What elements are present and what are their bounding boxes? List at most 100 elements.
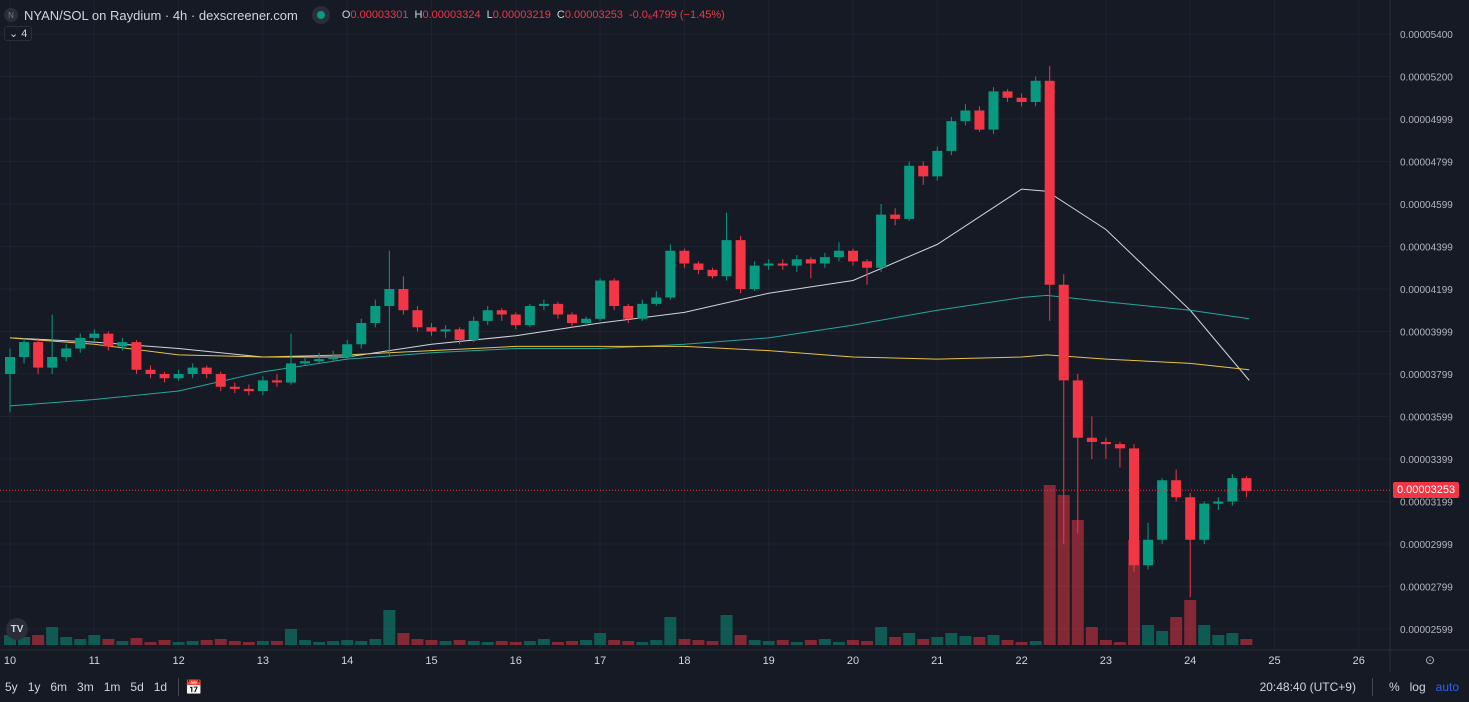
volume-bar xyxy=(411,639,424,645)
candle-body xyxy=(103,333,114,347)
volume-bar xyxy=(1226,633,1239,645)
volume-bar xyxy=(102,639,115,645)
candle-body xyxy=(819,257,830,264)
y-tick-label: 0.00004799 xyxy=(1400,158,1453,169)
x-tick-label: 12 xyxy=(172,655,184,667)
volume-bar xyxy=(734,635,747,645)
volume-bar xyxy=(861,641,874,645)
candle-body xyxy=(271,380,282,383)
tradingview-logo[interactable]: TV xyxy=(6,618,28,640)
candle-body xyxy=(567,314,577,323)
candle-body xyxy=(777,263,788,266)
candle-body xyxy=(384,289,395,306)
x-tick-label: 11 xyxy=(89,655,100,667)
indicators-toggle[interactable]: ⌄ 4 xyxy=(4,26,33,41)
candle-body xyxy=(47,357,58,368)
status-dot-icon xyxy=(311,6,330,24)
low-value: 0.00003219 xyxy=(492,9,551,21)
moving-average-line xyxy=(9,188,1250,381)
range-5y[interactable]: 5y xyxy=(5,680,18,694)
x-tick-label: 18 xyxy=(678,655,690,667)
candle-body xyxy=(314,359,325,362)
candle-body xyxy=(1143,539,1154,566)
volume-bar xyxy=(706,641,719,645)
candle-body xyxy=(496,310,507,315)
range-1d[interactable]: 1d xyxy=(153,680,168,694)
candle-body xyxy=(187,367,198,374)
volume-bar xyxy=(313,642,326,645)
volume-bar xyxy=(776,640,789,645)
candle-body xyxy=(468,320,479,340)
volume-bar xyxy=(1015,642,1028,645)
x-tick-label: 20 xyxy=(847,655,859,667)
volume-bar xyxy=(790,642,803,645)
percent-scale-toggle[interactable]: % xyxy=(1388,680,1400,694)
price-chart[interactable]: 0.00005400 0.00005200 0.00004999 0.00004799… xyxy=(0,0,1469,672)
volume-bar xyxy=(369,639,382,645)
volume-bar xyxy=(144,642,157,645)
volume-bar xyxy=(495,641,508,645)
range-6m[interactable]: 6m xyxy=(50,680,68,694)
volume-bar xyxy=(650,640,663,645)
auto-scale-toggle[interactable]: auto xyxy=(1435,680,1459,694)
candle-body xyxy=(538,303,549,306)
candle-body xyxy=(328,357,339,360)
candle-body xyxy=(1030,80,1041,102)
volume-bar xyxy=(509,642,522,645)
volume-bar xyxy=(720,615,733,645)
candle-body xyxy=(300,361,311,364)
range-3m[interactable]: 3m xyxy=(77,680,94,694)
y-tick-label: 0.00005200 xyxy=(1400,73,1453,84)
volume-bar xyxy=(327,641,340,645)
candle-body xyxy=(890,214,901,219)
close-value: 0.00003253 xyxy=(564,9,623,21)
candle-body xyxy=(876,214,887,268)
candle-body xyxy=(1058,284,1069,381)
candle-body xyxy=(735,240,746,289)
settings-icon[interactable]: ⊙ xyxy=(1425,653,1435,667)
candle-body xyxy=(5,357,15,374)
bottom-toolbar: 5y 1y 6m 3m 1m 5d 1d 📅 20:48:40 (UTC+9) … xyxy=(0,672,1469,702)
y-tick-label: 0.00004199 xyxy=(1400,285,1453,296)
volume-bar xyxy=(1170,617,1183,645)
volume-bar xyxy=(1057,495,1070,645)
clock: 20:48:40 (UTC+9) xyxy=(1259,680,1356,694)
candle-body xyxy=(1016,97,1027,102)
volume-bar xyxy=(18,637,31,645)
candle-body xyxy=(1114,444,1125,449)
volume-bar xyxy=(987,635,1000,645)
volume-bar xyxy=(116,641,129,645)
candle-body xyxy=(707,269,718,277)
volume-bar xyxy=(397,633,410,645)
volume-bar xyxy=(481,642,494,645)
candle-body xyxy=(524,306,535,326)
x-tick-label: 25 xyxy=(1268,655,1280,667)
range-1m[interactable]: 1m xyxy=(103,680,121,694)
ohlc-readout: O0.00003301 H0.00003324 L0.00003219 C0.0… xyxy=(341,9,725,21)
volume-bar xyxy=(692,640,705,645)
candle-body xyxy=(665,250,676,298)
y-tick-label: 0.00003999 xyxy=(1400,328,1453,339)
x-tick-label: 23 xyxy=(1100,655,1112,667)
candle-body xyxy=(1227,478,1238,502)
chevron-down-icon: ⌄ xyxy=(9,28,22,40)
goto-date-icon[interactable]: 📅 xyxy=(185,678,203,695)
volume-bar xyxy=(4,635,16,645)
volume-bar xyxy=(1240,639,1253,645)
open-value: 0.00003301 xyxy=(350,9,409,21)
candle-body xyxy=(623,306,634,319)
volume-bar xyxy=(256,641,269,645)
log-scale-toggle[interactable]: log xyxy=(1409,680,1426,694)
candle-body xyxy=(1199,503,1210,540)
volume-bar xyxy=(818,639,831,645)
range-1y[interactable]: 1y xyxy=(27,680,41,694)
volume-bar xyxy=(1184,600,1197,645)
volume-bar xyxy=(580,640,593,645)
candle-body xyxy=(988,91,999,130)
candle-body xyxy=(229,386,240,389)
divider xyxy=(1371,678,1373,696)
range-5d[interactable]: 5d xyxy=(130,680,144,694)
y-tick-label: 0.00002999 xyxy=(1400,540,1453,551)
chart-legend: N NYAN/SOL on Raydium · 4h · dexscreener… xyxy=(4,6,725,24)
volume-bar xyxy=(172,642,185,645)
